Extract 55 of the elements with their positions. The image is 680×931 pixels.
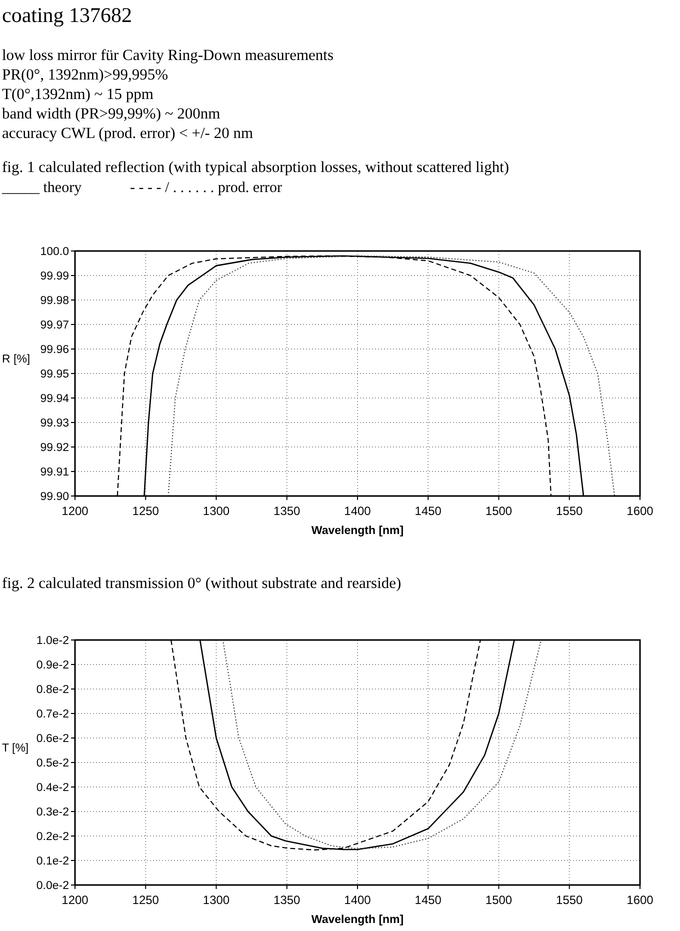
x-tick-label: 1350 — [274, 893, 301, 907]
x-tick-label: 1350 — [274, 504, 301, 518]
text: T(0°,1392nm) ~ 15 ppm — [2, 86, 154, 103]
x-tick-label: 1500 — [485, 893, 512, 907]
x-tick-label: 1300 — [202, 504, 230, 518]
text: low loss mirror für Cavity Ring-Down measurements — [2, 47, 334, 64]
y-tick-label: 0.1e-2 — [36, 856, 69, 868]
x-tick-label: 1200 — [62, 893, 89, 907]
y-tick-label: 99.92 — [40, 442, 69, 454]
y-tick-label: 1.0e-2 — [36, 635, 69, 647]
text: _____ theory — [1, 180, 82, 196]
x-tick-label: 1550 — [556, 893, 584, 907]
y-axis-title: T [%] — [2, 742, 29, 754]
text: accuracy CWL (prod. error) < +/- 20 nm — [2, 125, 254, 142]
y-axis-title: R [%] — [2, 354, 30, 366]
y-tick-label: 0.4e-2 — [36, 782, 69, 794]
y-tick-label: 99.91 — [40, 466, 69, 478]
x-tick-label: 1250 — [132, 504, 160, 518]
x-tick-label: 1200 — [62, 504, 89, 518]
y-tick-label: 99.93 — [40, 418, 69, 430]
x-tick-label: 1300 — [202, 893, 230, 907]
y-tick-label: 99.99 — [40, 270, 69, 282]
y-tick-label: 99.96 — [40, 344, 69, 356]
text: band width (PR>99,99%) ~ 200nm — [2, 106, 220, 122]
x-tick-label: 1450 — [414, 504, 442, 518]
y-tick-label: 100.0 — [40, 246, 69, 258]
x-tick-label: 1550 — [556, 504, 584, 518]
y-tick-label: 0.0e-2 — [36, 880, 69, 892]
y-tick-label: 99.98 — [40, 295, 69, 307]
text: PR(0°, 1392nm)>99,995% — [2, 66, 168, 84]
x-axis-title: Wavelength [nm] — [311, 525, 404, 537]
y-tick-label: 0.9e-2 — [36, 660, 69, 672]
y-tick-label: 99.97 — [40, 320, 69, 332]
y-tick-label: 0.3e-2 — [36, 806, 69, 818]
x-tick-label: 1250 — [132, 893, 160, 907]
y-tick-label: 99.90 — [40, 491, 69, 503]
y-tick-label: 0.2e-2 — [36, 831, 69, 843]
line-series — [222, 639, 542, 850]
text: coating 137682 — [2, 3, 132, 27]
y-tick-label: 99.94 — [40, 393, 70, 405]
chart-title: fig. 2 calculated transmission 0° (without substrate and rearside) — [2, 575, 402, 592]
x-tick-label: 1600 — [626, 893, 654, 907]
x-tick-label: 1450 — [414, 893, 442, 907]
x-tick-label: 1500 — [485, 504, 512, 518]
y-tick-label: 0.5e-2 — [36, 758, 69, 770]
text: - - - - / . . . . . . prod. error — [130, 180, 282, 196]
chart-title: fig. 1 calculated reflection (with typical absorption losses, without scattered light) — [2, 159, 510, 176]
x-tick-label: 1400 — [344, 893, 372, 907]
x-tick-label: 1600 — [626, 504, 654, 518]
x-axis-title: Wavelength [nm] — [311, 914, 404, 926]
y-tick-label: 99.95 — [40, 368, 69, 380]
y-tick-label: 0.6e-2 — [36, 733, 69, 745]
x-tick-label: 1400 — [344, 504, 372, 518]
y-tick-label: 0.8e-2 — [36, 684, 69, 696]
y-tick-label: 0.7e-2 — [36, 708, 69, 720]
